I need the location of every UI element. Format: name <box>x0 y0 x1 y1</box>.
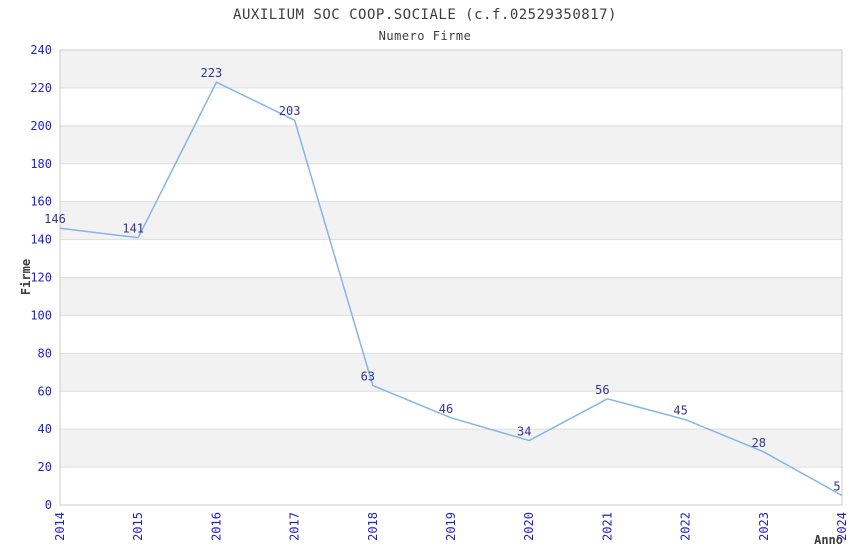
data-point-label: 56 <box>595 383 609 397</box>
y-tick-label: 60 <box>38 384 52 398</box>
grid-band <box>60 125 842 164</box>
x-tick-label: 2022 <box>679 512 693 541</box>
y-tick-label: 0 <box>45 498 52 512</box>
data-point-label: 141 <box>122 222 144 236</box>
y-axis-title: Firme <box>19 259 33 295</box>
grid-band <box>60 277 842 316</box>
y-tick-label: 180 <box>30 157 52 171</box>
y-tick-label: 100 <box>30 308 52 322</box>
data-point-label: 46 <box>439 402 453 416</box>
x-tick-label: 2021 <box>600 512 614 541</box>
y-tick-label: 120 <box>30 271 52 285</box>
data-point-label: 63 <box>361 370 375 384</box>
data-point-label: 5 <box>833 480 840 494</box>
chart-subtitle: Numero Firme <box>379 29 472 43</box>
x-tick-label: 2017 <box>288 512 302 541</box>
x-tick-label: 2015 <box>131 512 145 541</box>
grid-band <box>60 50 842 88</box>
x-tick-label: 2020 <box>522 512 536 541</box>
x-tick-label: 2014 <box>53 512 67 541</box>
data-point-label: 146 <box>44 212 66 226</box>
grid-band <box>60 429 842 468</box>
y-tick-label: 200 <box>30 119 52 133</box>
data-point-label: 28 <box>752 436 766 450</box>
plot-frame <box>59 49 843 506</box>
data-point-label: 223 <box>201 66 223 80</box>
x-tick-label: 2019 <box>444 512 458 541</box>
data-point-label: 45 <box>673 404 687 418</box>
x-axis-title: Anno <box>814 533 843 547</box>
x-tick-label: 2023 <box>757 512 771 541</box>
x-tick-label: 2018 <box>366 512 380 541</box>
y-tick-label: 140 <box>30 233 52 247</box>
y-tick-label: 80 <box>38 346 52 360</box>
x-tick-label: 2016 <box>209 512 223 541</box>
plot-area: 0 20 40 60 80 100 120 140 160 180 200 220 240 2014 201… <box>30 43 849 541</box>
chart-title: AUXILIUM SOC COOP.SOCIALE (c.f.025293508… <box>233 7 617 23</box>
x-tick-label: 2024 <box>835 512 849 541</box>
data-line <box>59 81 843 497</box>
data-point-label: 34 <box>517 425 531 439</box>
y-tick-label: 220 <box>30 81 52 95</box>
y-tick-label: 40 <box>38 422 52 436</box>
y-tick-label: 160 <box>30 195 52 209</box>
y-tick-label: 240 <box>30 43 52 57</box>
y-tick-label: 20 <box>38 460 52 474</box>
grid-band <box>60 201 842 240</box>
data-point-label: 203 <box>279 104 301 118</box>
grid-band <box>60 353 842 392</box>
